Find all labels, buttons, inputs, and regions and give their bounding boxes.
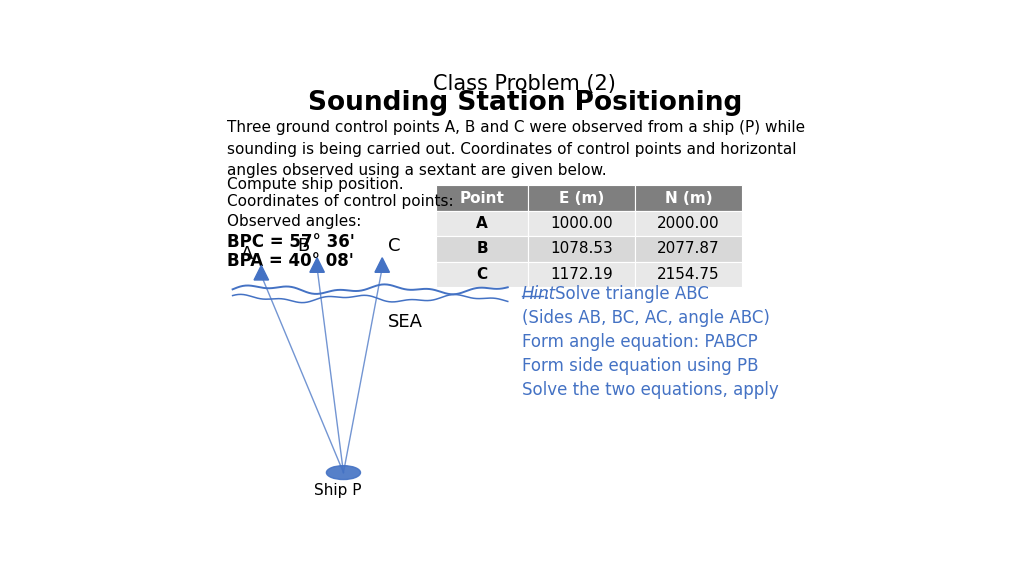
Text: Compute ship position.: Compute ship position.	[227, 177, 403, 192]
Text: : Solve triangle ABC: : Solve triangle ABC	[544, 286, 709, 304]
Text: Solve the two equations, apply: Solve the two equations, apply	[521, 381, 778, 399]
Text: BPA = 40° 08': BPA = 40° 08'	[227, 252, 354, 270]
Text: Sounding Station Positioning: Sounding Station Positioning	[307, 90, 742, 116]
Text: 2154.75: 2154.75	[657, 267, 720, 282]
Bar	[436, 262, 528, 287]
Text: Three ground control points A, B and C were observed from a ship (P) while
sound: Three ground control points A, B and C w…	[227, 120, 805, 178]
Text: 1172.19: 1172.19	[550, 267, 612, 282]
Text: B: B	[476, 241, 488, 256]
Bar	[528, 185, 635, 211]
Text: SEA: SEA	[388, 313, 423, 331]
Bar	[635, 211, 741, 236]
Text: N (m): N (m)	[665, 191, 712, 206]
Text: 2077.87: 2077.87	[657, 241, 720, 256]
Text: A: A	[242, 245, 254, 263]
Text: C: C	[476, 267, 487, 282]
Text: (Sides AB, BC, AC, angle ABC): (Sides AB, BC, AC, angle ABC)	[521, 309, 770, 327]
Text: Coordinates of control points:: Coordinates of control points:	[227, 194, 454, 209]
Bar	[528, 236, 635, 262]
Text: E (m): E (m)	[559, 191, 604, 206]
Polygon shape	[254, 266, 268, 280]
Text: Form angle equation: PABCP: Form angle equation: PABCP	[521, 334, 758, 351]
Text: A: A	[476, 216, 488, 231]
Text: Form side equation using PB: Form side equation using PB	[521, 357, 758, 375]
Bar	[528, 262, 635, 287]
Ellipse shape	[327, 465, 360, 480]
Bar	[635, 262, 741, 287]
Text: BPC = 57° 36': BPC = 57° 36'	[227, 233, 355, 251]
Polygon shape	[310, 258, 325, 272]
Bar	[436, 236, 528, 262]
Bar	[635, 185, 741, 211]
Text: Class Problem (2): Class Problem (2)	[433, 74, 616, 94]
Text: Point: Point	[460, 191, 505, 206]
Bar	[635, 236, 741, 262]
Text: B: B	[297, 237, 309, 256]
Text: Ship P: Ship P	[314, 483, 361, 498]
Text: 1078.53: 1078.53	[550, 241, 612, 256]
Bar	[436, 211, 528, 236]
Bar	[436, 185, 528, 211]
Text: Hint: Hint	[521, 286, 556, 304]
Text: Observed angles:: Observed angles:	[227, 214, 361, 229]
Text: 2000.00: 2000.00	[657, 216, 720, 231]
Text: C: C	[388, 237, 401, 256]
Bar	[528, 211, 635, 236]
Text: 1000.00: 1000.00	[550, 216, 612, 231]
Polygon shape	[375, 258, 389, 272]
